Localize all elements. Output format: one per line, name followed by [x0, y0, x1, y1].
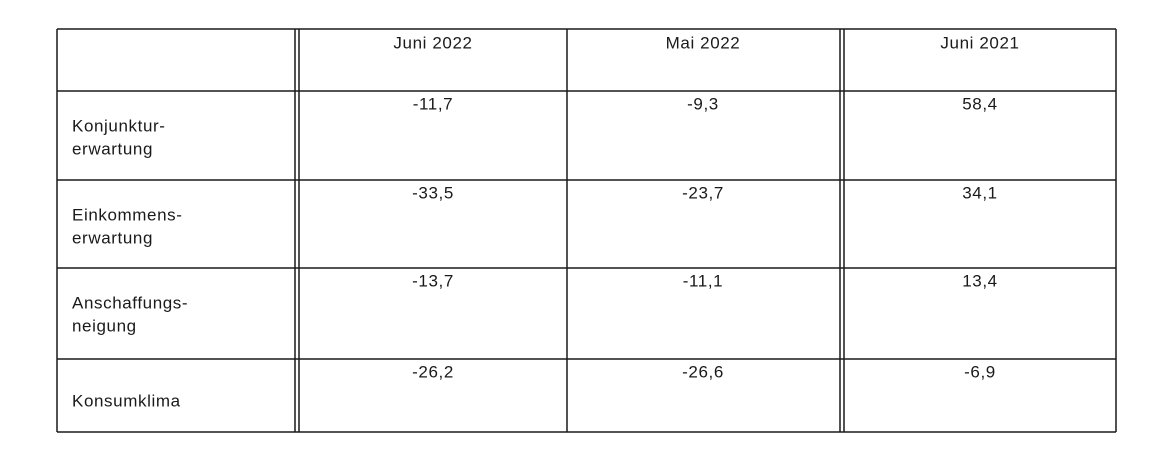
row-label: neigung: [72, 316, 137, 335]
row-label: Einkommens-: [72, 205, 183, 224]
column-header: Mai 2022: [666, 33, 741, 52]
table-grid: [56, 28, 1117, 433]
cell-value: -26,2: [412, 362, 454, 381]
row-label: Konjunktur-: [72, 116, 166, 135]
row-label: Konsumklima: [72, 391, 181, 410]
row-label: erwartung: [72, 228, 153, 247]
cell-value: -6,9: [964, 362, 996, 381]
cell-value: 34,1: [962, 183, 998, 202]
cell-value: 58,4: [962, 94, 998, 113]
cell-value: -9,3: [687, 94, 719, 113]
cell-value: -11,1: [683, 271, 724, 290]
cell-value: 13,4: [962, 271, 998, 290]
row-label: erwartung: [72, 139, 153, 158]
cell-value: -11,7: [413, 94, 454, 113]
column-header: Juni 2022: [393, 33, 472, 52]
cell-value: -33,5: [412, 183, 454, 202]
cell-value: -26,6: [682, 362, 724, 381]
cell-value: -13,7: [412, 271, 454, 290]
cell-value: -23,7: [682, 183, 724, 202]
column-header: Juni 2021: [940, 33, 1019, 52]
row-label: Anschaffungs-: [72, 293, 188, 312]
